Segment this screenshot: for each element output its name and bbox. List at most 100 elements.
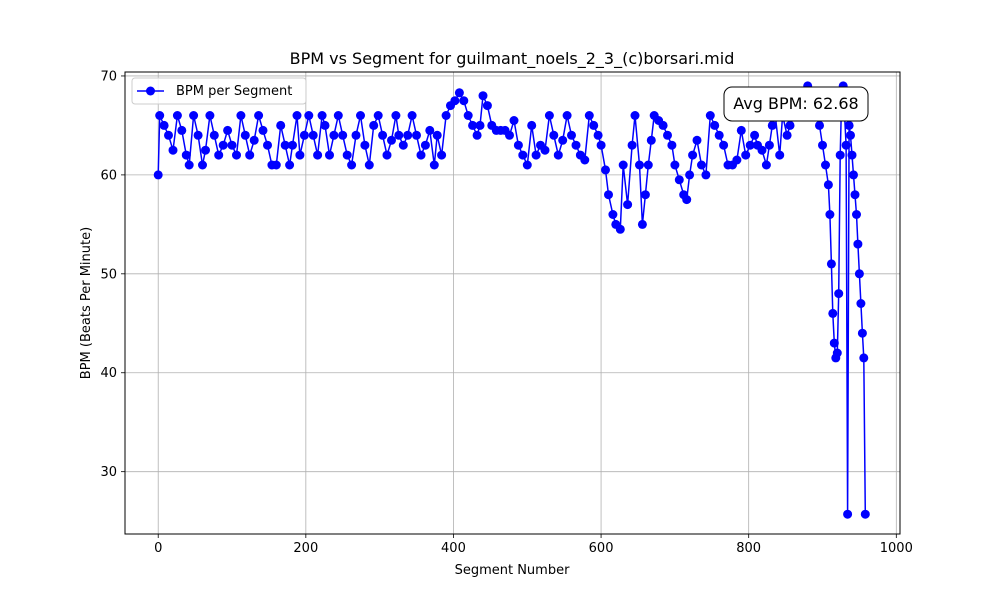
data-point bbox=[193, 130, 203, 140]
data-point bbox=[832, 348, 842, 358]
data-point bbox=[604, 190, 613, 200]
data-point bbox=[369, 120, 379, 130]
data-point bbox=[437, 150, 447, 160]
data-point bbox=[240, 130, 250, 140]
data-point bbox=[232, 150, 241, 160]
data-point bbox=[472, 130, 482, 140]
data-point bbox=[164, 130, 173, 140]
legend: BPM per Segment bbox=[131, 77, 307, 105]
y-tick-label: 40 bbox=[100, 366, 117, 381]
x-tick-label: 800 bbox=[736, 541, 761, 556]
data-point bbox=[835, 150, 845, 160]
data-point bbox=[177, 125, 187, 135]
data-point bbox=[391, 111, 401, 120]
data-point bbox=[850, 190, 860, 200]
data-point bbox=[705, 111, 715, 120]
data-point bbox=[155, 111, 165, 120]
data-point bbox=[562, 111, 572, 120]
data-point bbox=[292, 111, 302, 120]
data-point bbox=[351, 130, 361, 140]
data-point bbox=[658, 120, 668, 130]
data-point bbox=[425, 125, 435, 135]
legend-marker-swatch bbox=[146, 86, 155, 96]
data-point bbox=[356, 111, 365, 120]
data-point bbox=[299, 130, 309, 140]
data-point bbox=[593, 130, 603, 140]
x-tick-label: 600 bbox=[589, 541, 614, 556]
data-point bbox=[815, 120, 824, 130]
data-point bbox=[387, 135, 396, 145]
data-point bbox=[571, 140, 581, 150]
data-point bbox=[663, 130, 672, 140]
data-point bbox=[540, 145, 550, 155]
data-point bbox=[826, 259, 836, 269]
data-point bbox=[844, 120, 854, 130]
legend-label: BPM per Segment bbox=[176, 84, 292, 99]
data-point bbox=[304, 111, 314, 120]
data-point bbox=[608, 210, 618, 219]
y-axis-ticks: 30 40 50 60 70 bbox=[100, 69, 125, 480]
data-point bbox=[853, 239, 863, 249]
data-point bbox=[201, 145, 210, 155]
data-point bbox=[834, 289, 844, 299]
data-point bbox=[403, 130, 413, 140]
x-tick-label: 200 bbox=[293, 541, 318, 556]
data-point bbox=[854, 269, 864, 279]
data-point bbox=[209, 130, 219, 140]
data-point bbox=[308, 130, 318, 140]
data-point bbox=[601, 165, 610, 175]
data-point bbox=[714, 130, 724, 140]
y-axis-label: BPM (Beats Per Minute) bbox=[79, 227, 94, 379]
data-point bbox=[741, 150, 751, 160]
data-point bbox=[785, 120, 795, 130]
data-point bbox=[338, 130, 348, 140]
data-point bbox=[280, 140, 290, 150]
data-point bbox=[860, 509, 870, 519]
data-point bbox=[630, 111, 640, 120]
data-point bbox=[682, 195, 692, 205]
data-point bbox=[360, 140, 370, 150]
x-axis-label: Segment Number bbox=[455, 563, 571, 578]
data-point bbox=[236, 111, 246, 120]
data-point bbox=[637, 219, 647, 229]
data-point bbox=[459, 96, 469, 106]
data-point bbox=[276, 120, 286, 130]
data-point bbox=[429, 160, 439, 170]
data-point bbox=[856, 299, 866, 308]
data-point bbox=[818, 140, 827, 150]
data-point bbox=[181, 150, 191, 160]
data-point bbox=[859, 353, 869, 363]
x-tick-label: 1000 bbox=[880, 541, 913, 556]
annotation-text: Avg BPM: 62.68 bbox=[733, 94, 858, 113]
data-point bbox=[670, 160, 680, 170]
data-point bbox=[271, 160, 281, 170]
data-point bbox=[263, 140, 272, 150]
data-point bbox=[214, 150, 224, 160]
data-point bbox=[732, 155, 742, 165]
data-point bbox=[531, 150, 541, 160]
data-point bbox=[454, 88, 464, 98]
data-point bbox=[829, 338, 839, 348]
data-point bbox=[522, 160, 532, 170]
data-point bbox=[325, 150, 334, 160]
data-point bbox=[482, 101, 492, 111]
data-point bbox=[329, 130, 339, 140]
data-point bbox=[843, 509, 853, 519]
data-point bbox=[847, 150, 857, 160]
data-point bbox=[245, 150, 255, 160]
data-point bbox=[823, 180, 833, 190]
data-point bbox=[640, 190, 650, 200]
data-point bbox=[441, 111, 451, 120]
data-point bbox=[701, 170, 711, 180]
data-point bbox=[567, 130, 576, 140]
data-point bbox=[432, 130, 442, 140]
data-point bbox=[558, 135, 568, 145]
data-point bbox=[168, 145, 178, 155]
data-point bbox=[172, 111, 182, 120]
data-point bbox=[398, 140, 408, 150]
data-point bbox=[378, 130, 388, 140]
data-point bbox=[478, 91, 488, 101]
data-point bbox=[849, 170, 858, 180]
data-point bbox=[580, 155, 590, 165]
data-point bbox=[584, 111, 594, 120]
